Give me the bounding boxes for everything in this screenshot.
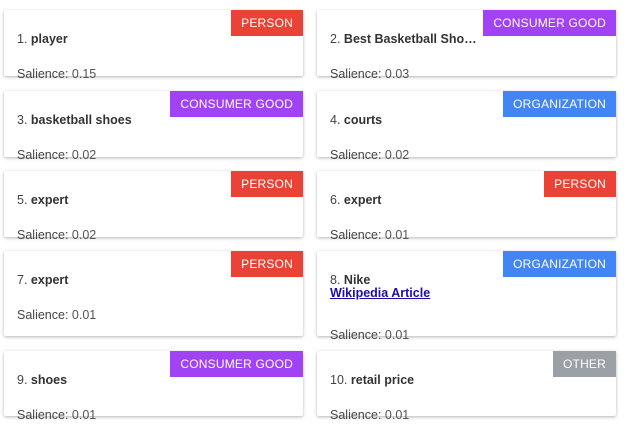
entity-type-badge: PERSON xyxy=(231,171,303,197)
entity-type-badge: PERSON xyxy=(231,10,303,36)
salience-label: Salience: xyxy=(17,308,69,322)
salience-label: Salience: xyxy=(330,67,382,81)
entity-type-badge: OTHER xyxy=(553,351,616,377)
salience-label: Salience: xyxy=(330,228,382,242)
entity-title: 6. expert xyxy=(330,193,381,207)
entity-name: player xyxy=(30,32,68,46)
entity-card: ORGANIZATION 4. courts Salience: 0.02 xyxy=(317,91,616,162)
entity-card: ORGANIZATION 8. Nike Wikipedia Article S… xyxy=(317,251,616,342)
entity-index: 7. xyxy=(17,273,28,287)
salience: Salience: 0.15 xyxy=(17,67,96,81)
entity-title: 5. expert xyxy=(17,193,68,207)
entity-title: 8. Nike xyxy=(330,273,370,287)
entity-index: 10. xyxy=(330,373,348,387)
entity-name: basketball shoes xyxy=(30,113,132,127)
entity-card: PERSON 6. expert Salience: 0.01 xyxy=(317,171,616,242)
salience: Salience: 0.01 xyxy=(17,408,96,422)
salience: Salience: 0.01 xyxy=(330,328,409,342)
salience-value: 0.03 xyxy=(384,67,410,81)
entity-index: 1. xyxy=(17,32,28,46)
entity-card: CONSUMER GOOD 9. shoes Salience: 0.01 xyxy=(4,351,303,422)
entity-name: expert xyxy=(343,193,382,207)
entity-name: shoes xyxy=(30,373,68,387)
entity-title: 9. shoes xyxy=(17,373,67,387)
salience-value: 0.01 xyxy=(384,228,410,242)
entity-index: 9. xyxy=(17,373,28,387)
salience-value: 0.02 xyxy=(71,148,97,162)
salience-label: Salience: xyxy=(17,148,69,162)
salience: Salience: 0.02 xyxy=(17,148,96,162)
entity-card: CONSUMER GOOD 2. Best Basketball Sho… Sa… xyxy=(317,10,616,81)
entity-name: retail price xyxy=(350,373,415,387)
entity-title: 1. player xyxy=(17,32,68,46)
salience: Salience: 0.01 xyxy=(330,228,409,242)
wikipedia-link[interactable]: Wikipedia Article xyxy=(330,286,431,300)
salience: Salience: 0.01 xyxy=(17,308,96,322)
salience: Salience: 0.02 xyxy=(17,228,96,242)
salience-value: 0.01 xyxy=(71,308,97,322)
salience-label: Salience: xyxy=(330,148,382,162)
entity-name: expert xyxy=(30,193,69,207)
salience: Salience: 0.02 xyxy=(330,148,409,162)
salience-value: 0.15 xyxy=(71,67,97,81)
entity-card: PERSON 7. expert Salience: 0.01 xyxy=(4,251,303,336)
salience-value: 0.02 xyxy=(384,148,410,162)
entity-name: expert xyxy=(30,273,69,287)
salience-value: 0.01 xyxy=(384,328,410,342)
entity-type-badge: PERSON xyxy=(231,251,303,277)
entity-card: PERSON 5. expert Salience: 0.02 xyxy=(4,171,303,242)
salience: Salience: 0.03 xyxy=(330,67,409,81)
entity-card: PERSON 1. player Salience: 0.15 xyxy=(4,10,303,81)
entity-card: CONSUMER GOOD 3. basketball shoes Salien… xyxy=(4,91,303,162)
entity-title: 10. retail price xyxy=(330,373,414,387)
entity-type-badge: CONSUMER GOOD xyxy=(483,10,616,36)
salience-value: 0.01 xyxy=(71,408,97,422)
entity-card: OTHER 10. retail price Salience: 0.01 xyxy=(317,351,616,422)
entity-title: 3. basketball shoes xyxy=(17,113,132,127)
salience-label: Salience: xyxy=(330,328,382,342)
entity-title: 2. Best Basketball Sho… xyxy=(330,32,477,46)
entity-type-badge: PERSON xyxy=(544,171,616,197)
salience-value: 0.01 xyxy=(384,408,410,422)
entity-index: 5. xyxy=(17,193,28,207)
entity-index: 8. xyxy=(330,273,341,287)
entity-title: 4. courts xyxy=(330,113,382,127)
entity-name: courts xyxy=(343,113,383,127)
entity-name: Best Basketball Sho… xyxy=(343,32,477,46)
entity-index: 2. xyxy=(330,32,341,46)
entity-index: 3. xyxy=(17,113,28,127)
entity-name: Nike xyxy=(343,273,371,287)
salience-value: 0.02 xyxy=(71,228,97,242)
salience-label: Salience: xyxy=(17,228,69,242)
salience-label: Salience: xyxy=(17,67,69,81)
salience-label: Salience: xyxy=(330,408,382,422)
entity-index: 4. xyxy=(330,113,341,127)
entity-title: 7. expert xyxy=(17,273,68,287)
entity-type-badge: ORGANIZATION xyxy=(503,251,616,277)
entity-type-badge: ORGANIZATION xyxy=(503,91,616,117)
entity-type-badge: CONSUMER GOOD xyxy=(170,91,303,117)
salience: Salience: 0.01 xyxy=(330,408,409,422)
entity-index: 6. xyxy=(330,193,341,207)
entity-type-badge: CONSUMER GOOD xyxy=(170,351,303,377)
salience-label: Salience: xyxy=(17,408,69,422)
